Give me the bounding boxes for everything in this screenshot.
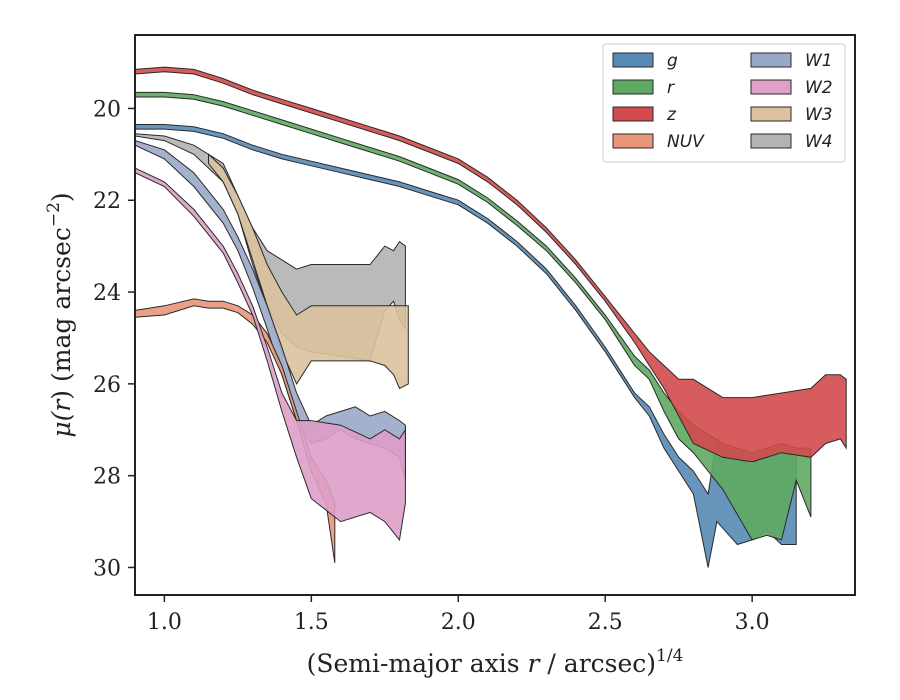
series-band-r — [135, 91, 812, 541]
x-tick-label: 2.5 — [588, 610, 623, 635]
legend-label-w3: W3 — [805, 105, 833, 125]
series-band-g — [135, 124, 797, 568]
legend-swatch-g — [612, 52, 654, 68]
y-tick-label: 20 — [93, 97, 121, 122]
x-tick-label: 3.0 — [735, 610, 770, 635]
y-axis-label: μ(r) (mag arcsec−2) — [44, 192, 76, 437]
series-layer — [135, 66, 847, 568]
series-band-nuv — [135, 298, 336, 563]
y-tick-label: 22 — [93, 189, 121, 214]
legend-label-g: g — [667, 51, 678, 71]
legend-label-w4: W4 — [805, 132, 833, 152]
y-tick-label: 24 — [93, 281, 121, 306]
legend-swatch-w2 — [750, 79, 792, 95]
legend-label-w1: W1 — [805, 51, 833, 71]
legend-box — [602, 43, 846, 163]
x-tick-label: 1.0 — [147, 610, 182, 635]
series-band-w3 — [208, 153, 409, 390]
series-band-w2 — [135, 167, 406, 542]
y-tick-label: 26 — [93, 373, 121, 398]
plot-frame — [134, 34, 856, 596]
legend-label-r: r — [667, 78, 675, 98]
y-tick-label: 30 — [93, 556, 121, 581]
x-axis-label: (Semi-major axis r / arcsec)1/4 — [307, 646, 684, 678]
y-tick-label: 28 — [93, 465, 121, 490]
x-tick-label: 1.5 — [294, 610, 329, 635]
legend: grz NUV W1 W2 W3 W4 — [602, 43, 846, 163]
legend-swatch-w1 — [750, 52, 792, 68]
legend-label-nuv: NUV — [667, 132, 705, 152]
ticks-layer: 1.0 1.5 2.0 2.5 3.0 20 22 24 26 28 30 — [93, 97, 770, 635]
legend-swatch-w3 — [750, 106, 792, 122]
x-tick-label: 2.0 — [441, 610, 476, 635]
legend-swatch-w4 — [750, 133, 792, 149]
legend-swatch-r — [612, 79, 654, 95]
series-band-z — [135, 66, 847, 463]
legend-swatch-z — [612, 106, 654, 122]
legend-label-w2: W2 — [805, 78, 833, 98]
legend-label-z: z — [666, 105, 677, 125]
legend-swatch-nuv — [612, 133, 654, 149]
